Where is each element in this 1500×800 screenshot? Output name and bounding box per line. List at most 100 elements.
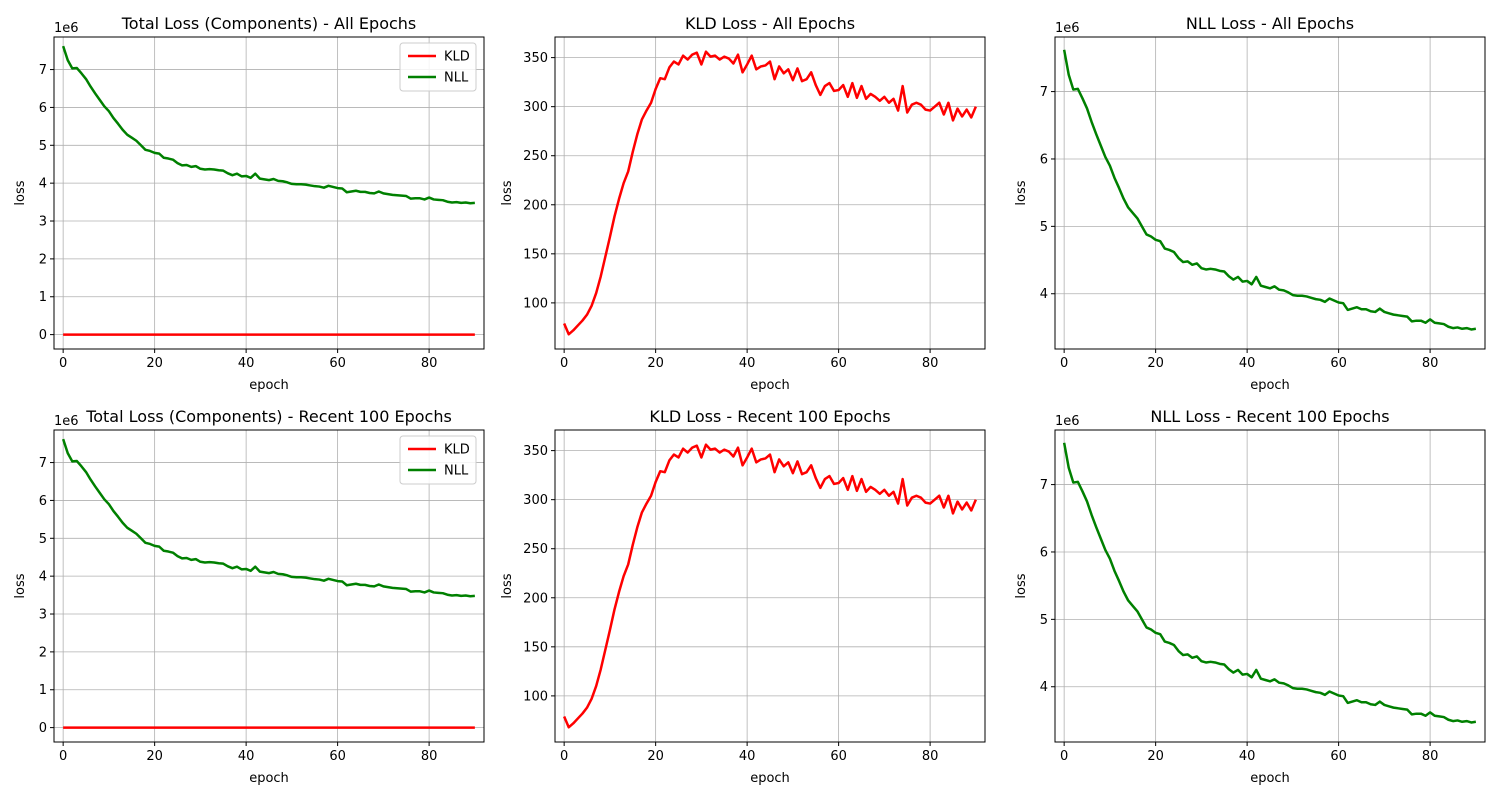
x-tick-label: 80: [922, 356, 939, 371]
y-tick-label: 0: [39, 721, 47, 736]
x-tick-label: 40: [1239, 749, 1256, 764]
y-tick-label: 2: [39, 252, 47, 267]
y-axis-label: loss: [13, 180, 28, 205]
y-tick-label: 6: [39, 101, 47, 116]
subplot-1: 0 20 40 60 80 0 1 2 3 4 5 6 7 Total Loss (Components)…: [13, 14, 485, 393]
x-tick-label: 80: [1422, 749, 1439, 764]
chart-title: NLL Loss - All Epochs: [1186, 14, 1354, 33]
x-tick-label: 20: [1147, 356, 1164, 371]
x-tick-label: 60: [830, 749, 847, 764]
legend-label-nll: NLL: [444, 464, 469, 479]
x-tick-label: 0: [1060, 356, 1068, 371]
y-tick-label: 250: [523, 542, 548, 557]
x-tick-label: 40: [238, 356, 255, 371]
x-tick-label: 20: [647, 749, 664, 764]
x-tick-label: 80: [421, 749, 438, 764]
plot-frame: [53, 429, 485, 743]
y-tick-label: 4: [1040, 287, 1048, 302]
y-tick-label: 7: [39, 456, 47, 471]
x-tick-label: 40: [238, 749, 255, 764]
x-tick-label: 40: [739, 356, 756, 371]
x-tick-label: 80: [922, 749, 939, 764]
y-tick-label: 300: [523, 493, 548, 508]
legend-label-kld: KLD: [444, 50, 470, 65]
y-axis-label: loss: [13, 573, 28, 598]
subplot-2: 0 20 40 60 80 100 150 200 250 300 350 KLD Loss - Al…: [500, 14, 986, 393]
y-tick-label: 6: [1040, 545, 1048, 560]
y-tick-label: 100: [523, 296, 548, 311]
y-tick-label: 7: [39, 63, 47, 78]
y-tick-label: 250: [523, 149, 548, 164]
y-tick-label: 1: [39, 683, 47, 698]
chart-title: KLD Loss - All Epochs: [685, 14, 855, 33]
legend-label-kld: KLD: [444, 443, 470, 458]
x-tick-label: 60: [1330, 356, 1347, 371]
y-tick-label: 100: [523, 689, 548, 704]
x-tick-label: 0: [59, 356, 67, 371]
subplot-4: 0 20 40 60 80 0 1 2 3 4 5 6 7 Total Loss (Components)…: [13, 407, 485, 786]
y-tick-label: 1: [39, 290, 47, 305]
y-tick-label: 5: [39, 139, 47, 154]
y-tick-label: 3: [39, 608, 47, 623]
x-axis-label: epoch: [750, 771, 790, 786]
subplot-3: 0 20 40 60 80 4 5 6 7 NLL Loss - All Epochs epoch l…: [1014, 14, 1486, 393]
y-tick-label: 5: [1040, 613, 1048, 628]
x-tick-label: 20: [647, 356, 664, 371]
y-tick-label: 200: [523, 198, 548, 213]
chart-title: Total Loss (Components) - Recent 100 Epo…: [85, 407, 452, 426]
y-tick-label: 7: [1040, 478, 1048, 493]
x-tick-label: 0: [59, 749, 67, 764]
y-tick-label: 0: [39, 328, 47, 343]
x-tick-label: 60: [329, 749, 346, 764]
plot-frame: [554, 36, 986, 350]
x-tick-label: 20: [1147, 749, 1164, 764]
y-tick-label: 200: [523, 591, 548, 606]
series-line-kld: [562, 443, 978, 729]
plot-frame: [1054, 36, 1486, 350]
x-axis-label: epoch: [249, 378, 289, 393]
legend: KLD NLL: [399, 435, 477, 485]
y-tick-label: 150: [523, 247, 548, 262]
x-tick-label: 0: [1060, 749, 1068, 764]
y-tick-label: 4: [39, 177, 47, 192]
legend: KLD NLL: [399, 42, 477, 92]
legend-label-nll: NLL: [444, 71, 469, 86]
x-tick-label: 20: [146, 356, 163, 371]
x-tick-label: 40: [1239, 356, 1256, 371]
x-axis-label: epoch: [1250, 771, 1290, 786]
subplot-6: 0 20 40 60 80 4 5 6 7 NLL Loss - Recent 100 Epoch…: [1014, 407, 1486, 786]
series-line-nll: [61, 438, 475, 598]
x-axis-label: epoch: [1250, 378, 1290, 393]
y-tick-label: 5: [39, 532, 47, 547]
chart-title: KLD Loss - Recent 100 Epochs: [649, 407, 890, 426]
y-offset-label: 1e6: [1055, 414, 1080, 429]
y-tick-label: 7: [1040, 85, 1048, 100]
chart-title: Total Loss (Components) - All Epochs: [121, 14, 417, 33]
y-tick-label: 300: [523, 100, 548, 115]
plot-frame: [1054, 429, 1486, 743]
y-tick-label: 4: [1040, 680, 1048, 695]
x-tick-label: 60: [830, 356, 847, 371]
series-line-nll: [61, 45, 475, 205]
chart-title: NLL Loss - Recent 100 Epochs: [1150, 407, 1389, 426]
y-axis-label: loss: [500, 180, 515, 205]
subplot-5: 0 20 40 60 80 100 150 200 250 300 350 KLD Loss - Re…: [500, 407, 986, 786]
x-tick-label: 80: [1422, 356, 1439, 371]
x-axis-label: epoch: [750, 378, 790, 393]
x-tick-label: 0: [560, 356, 568, 371]
x-axis-label: epoch: [249, 771, 289, 786]
x-tick-label: 20: [146, 749, 163, 764]
y-tick-label: 6: [39, 494, 47, 509]
x-tick-label: 40: [739, 749, 756, 764]
y-tick-label: 2: [39, 645, 47, 660]
y-tick-label: 6: [1040, 152, 1048, 167]
y-axis-label: loss: [1014, 180, 1029, 205]
series-line-nll: [1062, 442, 1477, 724]
y-tick-label: 150: [523, 640, 548, 655]
y-tick-label: 3: [39, 215, 47, 230]
plot-frame: [53, 36, 485, 350]
y-axis-label: loss: [1014, 573, 1029, 598]
y-tick-label: 5: [1040, 220, 1048, 235]
y-offset-label: 1e6: [54, 21, 79, 36]
